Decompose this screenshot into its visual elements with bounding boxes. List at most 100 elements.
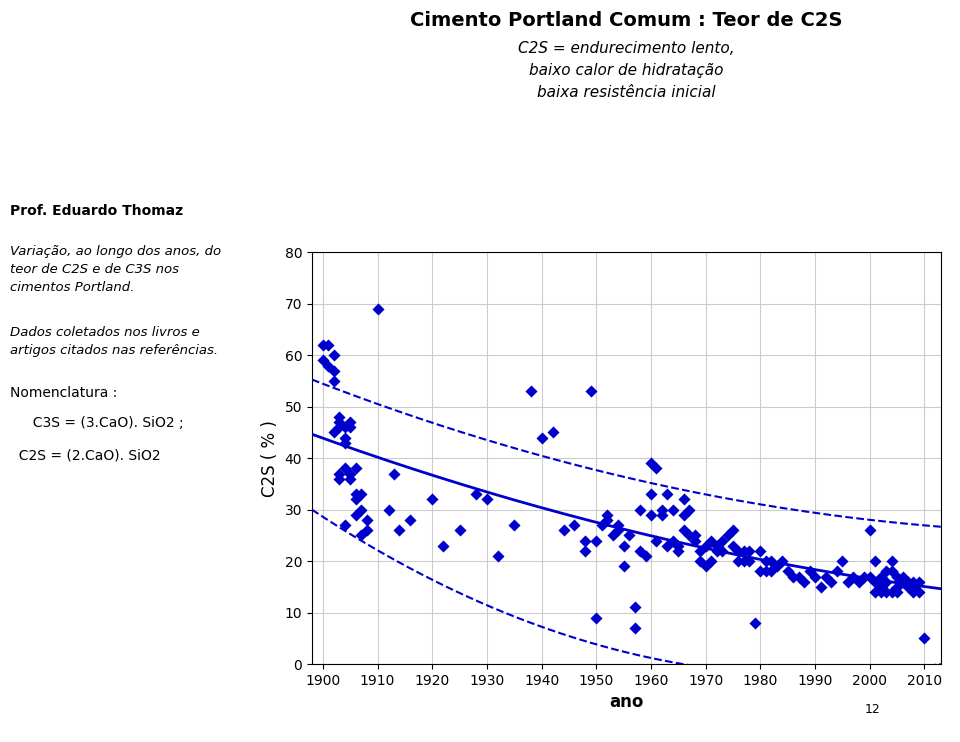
Point: [895, 571, 910, 582]
Point: [556, 525, 571, 536]
Y-axis label: C2S ( % ): C2S ( % ): [261, 420, 279, 496]
Point: [714, 534, 730, 546]
Point: [753, 565, 768, 577]
Point: [878, 586, 894, 598]
Point: [818, 571, 833, 582]
Point: [392, 525, 407, 536]
Text: Dados coletados nos livros e
artigos citados nas referências.: Dados coletados nos livros e artigos cit…: [10, 326, 218, 358]
Point: [452, 525, 468, 536]
Point: [337, 432, 352, 444]
Point: [326, 427, 342, 439]
Point: [895, 576, 910, 588]
Point: [856, 571, 872, 582]
Point: [917, 632, 932, 644]
Point: [797, 576, 812, 588]
Text: Variação, ao longo dos anos, do
teor de C2S e de C3S nos
cimentos Portland.: Variação, ao longo dos anos, do teor de …: [10, 245, 221, 294]
Point: [758, 555, 774, 567]
Point: [742, 545, 757, 556]
Point: [337, 462, 352, 474]
Point: [906, 581, 922, 593]
Point: [829, 565, 845, 577]
Point: [326, 365, 342, 377]
Point: [468, 488, 484, 500]
Point: [753, 545, 768, 556]
Point: [911, 586, 926, 598]
Point: [348, 493, 364, 505]
Point: [687, 534, 703, 546]
Point: [343, 467, 358, 479]
Point: [353, 530, 369, 542]
Point: [726, 539, 741, 551]
Point: [698, 539, 713, 551]
Point: [747, 617, 762, 628]
Text: baixa resistência inicial: baixa resistência inicial: [537, 85, 716, 100]
Point: [665, 504, 681, 516]
Point: [884, 586, 900, 598]
Point: [643, 509, 659, 521]
Point: [343, 473, 358, 485]
Point: [704, 555, 719, 567]
Point: [605, 530, 620, 542]
Point: [868, 576, 883, 588]
Point: [671, 545, 686, 556]
Point: [665, 534, 681, 546]
Point: [321, 339, 336, 351]
Point: [649, 534, 664, 546]
Point: [337, 437, 352, 449]
Point: [704, 534, 719, 546]
Point: [627, 602, 642, 614]
Point: [834, 555, 850, 567]
Point: [353, 504, 369, 516]
Point: [889, 581, 904, 593]
Point: [566, 519, 582, 531]
Text: C2S = endurecimento lento,: C2S = endurecimento lento,: [518, 41, 734, 56]
Point: [868, 555, 883, 567]
Point: [873, 571, 888, 582]
Point: [736, 545, 752, 556]
Point: [736, 555, 752, 567]
Point: [337, 519, 352, 531]
Point: [343, 416, 358, 428]
Point: [884, 565, 900, 577]
Point: [588, 612, 604, 624]
Point: [479, 493, 494, 505]
Point: [359, 514, 374, 526]
Point: [315, 355, 330, 367]
Point: [337, 421, 352, 433]
Point: [321, 360, 336, 372]
Point: [763, 565, 779, 577]
Point: [523, 385, 539, 397]
Point: [873, 586, 888, 598]
Point: [878, 565, 894, 577]
Point: [840, 576, 855, 588]
Point: [655, 504, 670, 516]
Point: [775, 555, 790, 567]
Text: Nomenclatura :: Nomenclatura :: [10, 386, 117, 400]
Point: [424, 493, 440, 505]
Point: [900, 576, 916, 588]
Point: [726, 525, 741, 536]
Point: [846, 571, 861, 582]
Point: [708, 539, 724, 551]
Point: [687, 530, 703, 542]
Point: [763, 555, 779, 567]
Point: [692, 545, 708, 556]
Point: [742, 555, 757, 567]
Point: [906, 586, 922, 598]
Point: [611, 519, 626, 531]
Point: [906, 576, 922, 588]
Point: [348, 488, 364, 500]
Point: [676, 493, 691, 505]
Point: [633, 504, 648, 516]
Point: [873, 581, 888, 593]
Point: [649, 462, 664, 474]
Point: [780, 565, 796, 577]
Point: [353, 488, 369, 500]
Point: [655, 509, 670, 521]
Point: [534, 432, 549, 444]
Point: [616, 560, 632, 572]
Point: [386, 467, 401, 479]
Point: [381, 504, 396, 516]
Point: [852, 576, 867, 588]
Point: [507, 519, 522, 531]
